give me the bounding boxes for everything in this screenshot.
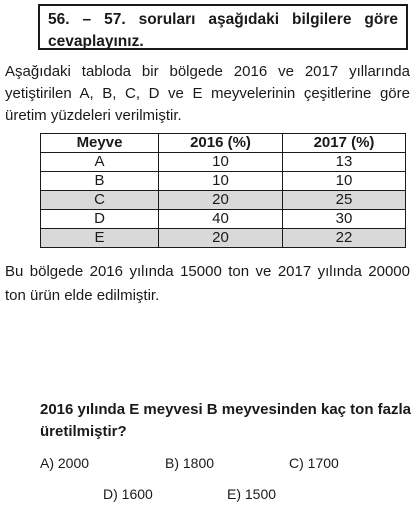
column-header-2016: 2016 (%) bbox=[158, 133, 283, 153]
production-table: Meyve 2016 (%) 2017 (%) A 10 13 B 10 10 … bbox=[40, 133, 406, 248]
table-cell: 10 bbox=[282, 171, 406, 191]
table-row: D 40 30 bbox=[40, 209, 406, 229]
table-cell: D bbox=[40, 209, 159, 229]
table-cell: 13 bbox=[282, 152, 406, 172]
option-c[interactable]: C) 1700 bbox=[289, 455, 339, 471]
table-cell: 30 bbox=[282, 209, 406, 229]
table-row: E 20 22 bbox=[40, 228, 406, 248]
table-cell: 20 bbox=[158, 228, 283, 248]
table-cell: B bbox=[40, 171, 159, 191]
intro-paragraph: Aşağıdaki tabloda bir bölgede 2016 ve 20… bbox=[5, 63, 410, 124]
table-cell: 22 bbox=[282, 228, 406, 248]
table-cell: 40 bbox=[158, 209, 283, 229]
option-e[interactable]: E) 1500 bbox=[227, 486, 277, 502]
table-cell: 20 bbox=[158, 190, 283, 210]
table-cell: 10 bbox=[158, 152, 283, 172]
table-cell: C bbox=[40, 190, 159, 210]
table-header-row: Meyve 2016 (%) 2017 (%) bbox=[40, 133, 406, 153]
section-header: 56. – 57. soruları aşağıdaki bilgilere g… bbox=[38, 4, 408, 50]
option-b[interactable]: B) 1800 bbox=[165, 455, 215, 471]
option-a[interactable]: A) 2000 bbox=[40, 455, 90, 471]
table-cell: 25 bbox=[282, 190, 406, 210]
column-header-2017: 2017 (%) bbox=[282, 133, 406, 153]
option-d[interactable]: D) 1600 bbox=[103, 486, 153, 502]
question-text: 2016 yılında E meyvesi B meyvesinden kaç… bbox=[40, 401, 412, 440]
table-cell: A bbox=[40, 152, 159, 172]
column-header-fruit: Meyve bbox=[40, 133, 159, 153]
table-row: B 10 10 bbox=[40, 171, 406, 191]
table-cell: E bbox=[40, 228, 159, 248]
table-cell: 10 bbox=[158, 171, 283, 191]
table-row: C 20 25 bbox=[40, 190, 406, 210]
table-row: A 10 13 bbox=[40, 152, 406, 172]
info-paragraph: Bu bölgede 2016 yılında 15000 ton ve 201… bbox=[5, 263, 410, 304]
